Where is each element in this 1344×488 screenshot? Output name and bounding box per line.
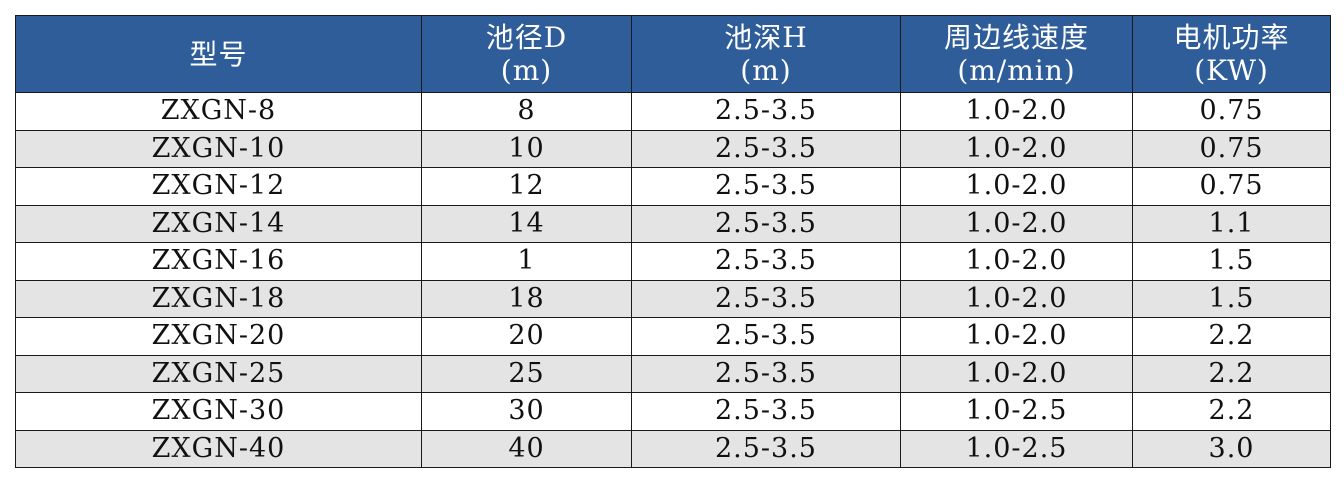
cell-model: ZXGN-40	[15, 429, 422, 468]
header-depth: 池深H (m)	[631, 15, 901, 93]
cell-diameter: 25	[421, 354, 632, 393]
cell-power: 0.75	[1132, 167, 1331, 206]
header-speed-unit: (m/min)	[957, 54, 1076, 87]
spec-table: 型号 池径D (m) 池深H (m) 周边线速度 (m/min) 电机功率 (K…	[15, 15, 1331, 468]
cell-depth: 2.5-3.5	[631, 317, 901, 356]
cell-depth: 2.5-3.5	[631, 204, 901, 243]
cell-speed: 1.0-2.5	[900, 392, 1133, 431]
cell-power: 1.1	[1132, 204, 1331, 243]
table-row: ZXGN-40 40 2.5-3.5 1.0-2.5 3.0	[15, 429, 1331, 468]
cell-model: ZXGN-18	[15, 279, 422, 318]
table-row: ZXGN-12 12 2.5-3.5 1.0-2.0 0.75	[15, 167, 1331, 206]
cell-depth: 2.5-3.5	[631, 129, 901, 168]
cell-power: 2.2	[1132, 317, 1331, 356]
cell-speed: 1.0-2.0	[900, 92, 1133, 131]
cell-speed: 1.0-2.0	[900, 242, 1133, 281]
cell-depth: 2.5-3.5	[631, 279, 901, 318]
cell-model: ZXGN-30	[15, 392, 422, 431]
cell-diameter: 18	[421, 279, 632, 318]
header-model-label: 型号	[189, 37, 248, 71]
header-speed-label: 周边线速度	[943, 21, 1089, 54]
header-row: 型号 池径D (m) 池深H (m) 周边线速度 (m/min) 电机功率 (K…	[15, 15, 1331, 93]
cell-depth: 2.5-3.5	[631, 167, 901, 206]
cell-speed: 1.0-2.0	[900, 167, 1133, 206]
cell-diameter: 1	[421, 242, 632, 281]
cell-power: 2.2	[1132, 354, 1331, 393]
table-row: ZXGN-14 14 2.5-3.5 1.0-2.0 1.1	[15, 204, 1331, 243]
cell-diameter: 20	[421, 317, 632, 356]
table-row: ZXGN-8 8 2.5-3.5 1.0-2.0 0.75	[15, 92, 1331, 131]
table-row: ZXGN-10 10 2.5-3.5 1.0-2.0 0.75	[15, 129, 1331, 168]
cell-model: ZXGN-25	[15, 354, 422, 393]
header-model: 型号	[15, 15, 422, 93]
cell-diameter: 14	[421, 204, 632, 243]
table-row: ZXGN-16 1 2.5-3.5 1.0-2.0 1.5	[15, 242, 1331, 281]
header-diameter-unit: (m)	[500, 54, 553, 87]
cell-depth: 2.5-3.5	[631, 392, 901, 431]
header-power-label: 电机功率	[1173, 21, 1290, 54]
cell-diameter: 30	[421, 392, 632, 431]
cell-diameter: 40	[421, 429, 632, 468]
cell-model: ZXGN-8	[15, 92, 422, 131]
cell-power: 2.2	[1132, 392, 1331, 431]
cell-power: 0.75	[1132, 129, 1331, 168]
cell-speed: 1.0-2.5	[900, 429, 1133, 468]
table-header: 型号 池径D (m) 池深H (m) 周边线速度 (m/min) 电机功率 (K…	[15, 15, 1331, 93]
cell-depth: 2.5-3.5	[631, 242, 901, 281]
table-row: ZXGN-25 25 2.5-3.5 1.0-2.0 2.2	[15, 354, 1331, 393]
cell-speed: 1.0-2.0	[900, 129, 1133, 168]
cell-diameter: 10	[421, 129, 632, 168]
table-row: ZXGN-30 30 2.5-3.5 1.0-2.5 2.2	[15, 392, 1331, 431]
cell-power: 3.0	[1132, 429, 1331, 468]
cell-power: 1.5	[1132, 242, 1331, 281]
cell-model: ZXGN-12	[15, 167, 422, 206]
cell-model: ZXGN-16	[15, 242, 422, 281]
header-depth-label: 池深H	[724, 21, 808, 54]
cell-speed: 1.0-2.0	[900, 204, 1133, 243]
cell-speed: 1.0-2.0	[900, 354, 1133, 393]
cell-model: ZXGN-20	[15, 317, 422, 356]
header-diameter: 池径D (m)	[421, 15, 632, 93]
cell-model: ZXGN-10	[15, 129, 422, 168]
header-diameter-label: 池径D	[485, 21, 568, 54]
header-speed: 周边线速度 (m/min)	[900, 15, 1133, 93]
cell-model: ZXGN-14	[15, 204, 422, 243]
cell-depth: 2.5-3.5	[631, 429, 901, 468]
cell-speed: 1.0-2.0	[900, 279, 1133, 318]
cell-power: 0.75	[1132, 92, 1331, 131]
cell-depth: 2.5-3.5	[631, 92, 901, 131]
table-row: ZXGN-20 20 2.5-3.5 1.0-2.0 2.2	[15, 317, 1331, 356]
cell-speed: 1.0-2.0	[900, 317, 1133, 356]
table-row: ZXGN-18 18 2.5-3.5 1.0-2.0 1.5	[15, 279, 1331, 318]
table-body: ZXGN-8 8 2.5-3.5 1.0-2.0 0.75 ZXGN-10 10…	[15, 92, 1331, 468]
cell-diameter: 8	[421, 92, 632, 131]
cell-power: 1.5	[1132, 279, 1331, 318]
cell-depth: 2.5-3.5	[631, 354, 901, 393]
cell-diameter: 12	[421, 167, 632, 206]
header-power-unit: (KW)	[1194, 54, 1269, 87]
header-depth-unit: (m)	[740, 54, 792, 87]
header-power: 电机功率 (KW)	[1132, 15, 1331, 93]
